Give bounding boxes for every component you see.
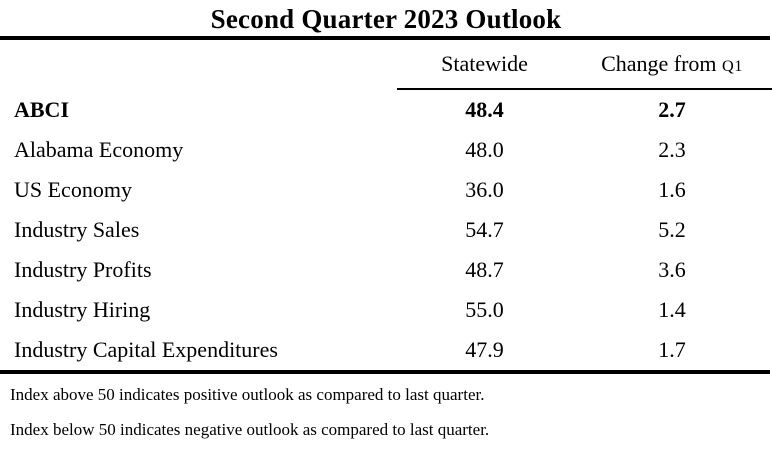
table-body: ABCI 48.4 2.7 Alabama Economy 48.0 2.3 U… [0, 90, 772, 370]
statewide-value: 47.9 [465, 337, 504, 362]
column-header-change-from-q1: Change from Q1 [572, 51, 772, 77]
footnote-above-50: Index above 50 indicates positive outloo… [10, 385, 485, 404]
change-value: 1.7 [658, 337, 686, 362]
statewide-value: 54.7 [465, 217, 504, 242]
row-label: Industry Capital Expenditures [14, 337, 278, 362]
table-row-alabama-economy: Alabama Economy 48.0 2.3 [0, 130, 772, 170]
change-value: 2.3 [658, 137, 686, 162]
change-value: 5.2 [658, 217, 686, 242]
column-header-change-prefix: Change from [601, 51, 723, 76]
header-value-columns: Statewide Change from Q1 [397, 40, 772, 90]
row-label: US Economy [14, 177, 132, 202]
change-value: 1.6 [658, 177, 686, 202]
table-row-abci: ABCI 48.4 2.7 [0, 90, 772, 130]
row-label: Alabama Economy [14, 137, 184, 162]
footer-section: Index above 50 indicates positive outloo… [0, 370, 770, 439]
row-label: Industry Sales [14, 217, 140, 242]
change-value: 2.7 [658, 97, 686, 122]
table-row-industry-capital-expenditures: Industry Capital Expenditures 47.9 1.7 [0, 330, 772, 370]
statewide-value: 48.4 [465, 97, 504, 122]
table-row-industry-sales: Industry Sales 54.7 5.2 [0, 210, 772, 250]
row-label: ABCI [14, 97, 70, 122]
table-row-industry-hiring: Industry Hiring 55.0 1.4 [0, 290, 772, 330]
change-value: 3.6 [658, 257, 686, 282]
page-title: Second Quarter 2023 Outlook [210, 4, 562, 34]
change-value: 1.4 [658, 297, 686, 322]
table-header-row: Statewide Change from Q1 [0, 40, 772, 90]
statewide-value: 48.7 [465, 257, 504, 282]
statewide-value: 36.0 [465, 177, 504, 202]
table-row-industry-profits: Industry Profits 48.7 3.6 [0, 250, 772, 290]
statewide-value: 48.0 [465, 137, 504, 162]
row-label: Industry Hiring [14, 297, 151, 322]
top-divider [0, 36, 770, 40]
footnote-below-50: Index below 50 indicates negative outloo… [10, 420, 490, 439]
table-row-us-economy: US Economy 36.0 1.6 [0, 170, 772, 210]
column-header-statewide: Statewide [441, 51, 528, 76]
statewide-value: 55.0 [465, 297, 504, 322]
column-header-q1-label: Q1 [722, 56, 743, 75]
row-label: Industry Profits [14, 257, 152, 282]
